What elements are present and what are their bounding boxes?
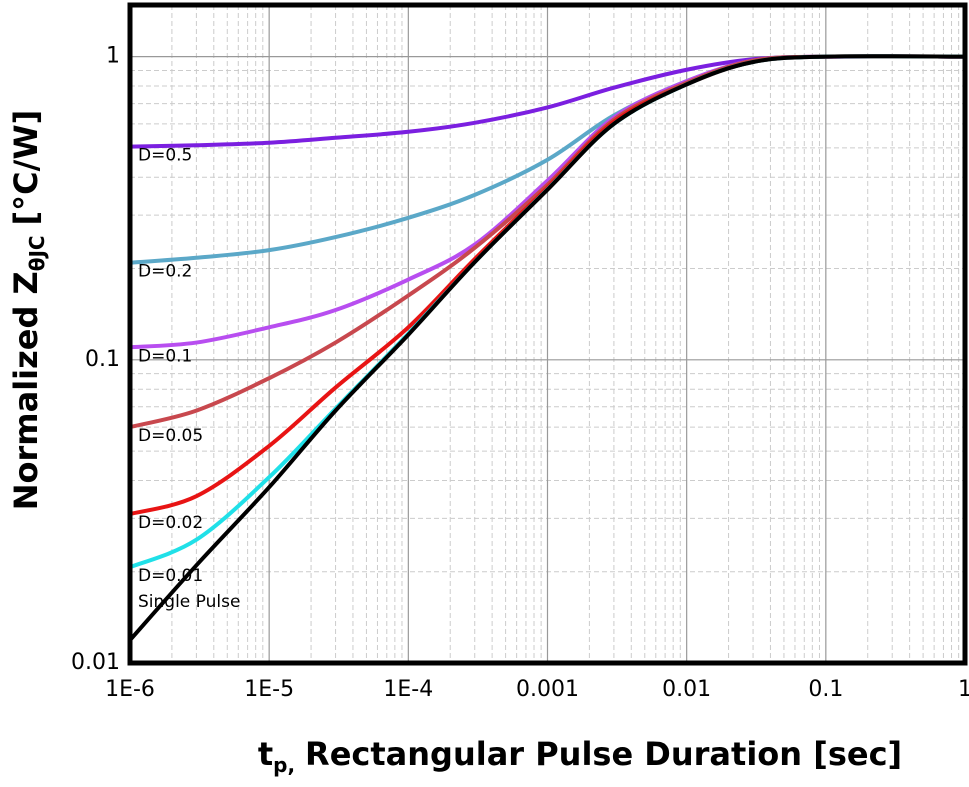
plot-lines xyxy=(128,54,966,642)
y-axis-label: Normalized ZθJC [°C/W] xyxy=(7,110,49,511)
x-tick-label: 0.01 xyxy=(662,677,711,702)
series-label: D=0.01 xyxy=(138,566,203,586)
x-axis-label: tp, Rectangular Pulse Duration [sec] xyxy=(258,735,902,777)
series-label: D=0.5 xyxy=(138,146,192,166)
x-tick-label: 0.001 xyxy=(516,677,579,702)
y-tick-label: 0.1 xyxy=(85,347,120,372)
y-label-rest: [°C/W] xyxy=(7,110,45,226)
series-label: D=0.05 xyxy=(138,426,203,446)
x-tick-label: 0.1 xyxy=(808,677,843,702)
x-tick-label: 1 xyxy=(958,677,969,702)
y-tick-label: 0.01 xyxy=(71,650,120,675)
grid xyxy=(129,5,966,664)
series-label: D=0.1 xyxy=(138,346,192,366)
y-label-main: Normalized Z xyxy=(7,271,45,510)
series-line xyxy=(128,54,966,642)
x-tick-label: 1E-6 xyxy=(105,677,155,702)
y-label-sub: θJC xyxy=(25,235,49,271)
series-label: Single Pulse xyxy=(138,592,240,612)
plot-frame xyxy=(127,2,968,666)
series-label: D=0.02 xyxy=(138,513,203,533)
x-label-main: t xyxy=(258,735,273,773)
x-label-sub: p, xyxy=(273,753,295,777)
x-label-rest: Rectangular Pulse Duration [sec] xyxy=(305,735,902,773)
x-tick-label: 1E-5 xyxy=(244,677,294,702)
x-tick-label: 1E-4 xyxy=(383,677,433,702)
series-label: D=0.2 xyxy=(138,262,192,282)
y-tick-label: 1 xyxy=(106,44,120,69)
